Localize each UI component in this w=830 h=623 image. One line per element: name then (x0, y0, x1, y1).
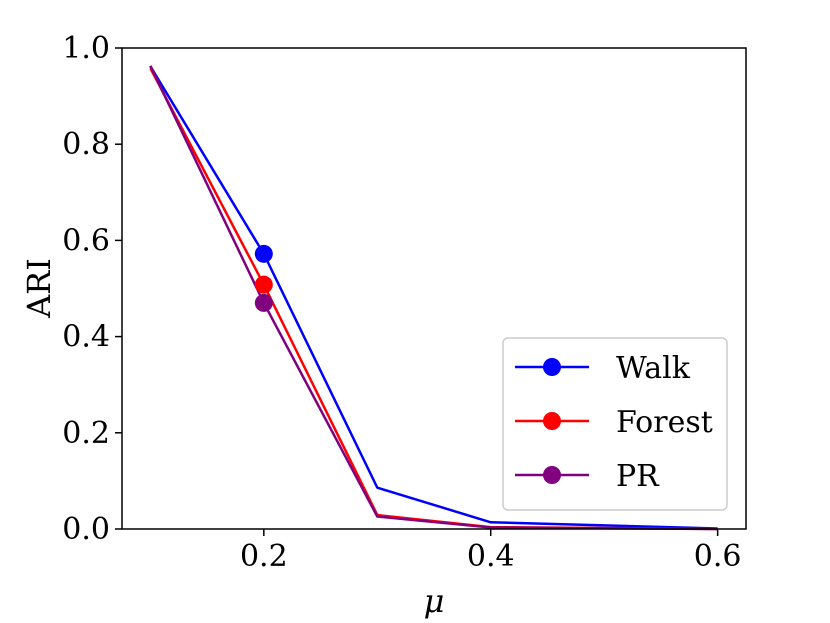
legend-marker-pr (543, 466, 561, 484)
legend-label-pr: PR (616, 459, 660, 494)
series-layer (149, 65, 718, 531)
legend: Walk Forest PR (502, 337, 728, 511)
series-marker-forest (254, 275, 273, 294)
series-marker-pr (254, 293, 273, 312)
y-axis-label: ARI (20, 258, 58, 319)
legend-entries: Walk Forest PR (515, 351, 713, 494)
legend-label-forest: Forest (616, 405, 713, 440)
y-tick-label: 0.4 (62, 320, 110, 355)
series-line-pr (149, 65, 718, 531)
legend-marker-forest (543, 412, 561, 430)
plot-frame (121, 47, 747, 530)
y-tick-label: 0.6 (62, 223, 110, 258)
y-tick-label: 0.0 (62, 512, 110, 547)
legend-box (502, 337, 728, 511)
x-axis-ticks: 0.2 0.4 0.6 (240, 529, 742, 574)
marker-layer (254, 244, 273, 312)
y-axis-ticks: 0.0 0.2 0.4 0.6 0.8 1.0 (62, 31, 122, 547)
x-axis-label: μ (424, 582, 445, 620)
y-tick-label: 0.2 (62, 416, 110, 451)
x-tick-label: 0.6 (694, 539, 742, 574)
legend-marker-walk (543, 358, 561, 376)
y-tick-label: 0.8 (62, 127, 110, 162)
legend-label-walk: Walk (616, 351, 691, 386)
series-line-walk (149, 65, 718, 530)
y-tick-label: 1.0 (62, 31, 110, 66)
x-tick-label: 0.4 (467, 539, 515, 574)
series-marker-walk (254, 244, 273, 263)
x-tick-label: 0.2 (240, 539, 288, 574)
